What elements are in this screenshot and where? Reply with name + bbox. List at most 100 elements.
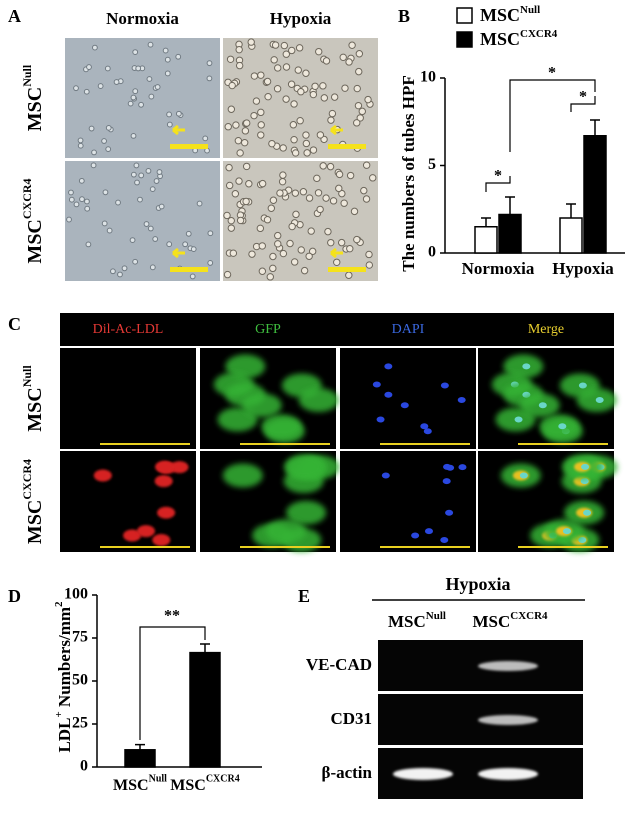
row-label: MSCCXCR4	[20, 178, 46, 263]
row-label: MSCNull	[20, 365, 46, 432]
ldl-stain	[152, 534, 171, 547]
bar	[498, 213, 522, 254]
cell	[258, 267, 267, 275]
cell	[206, 60, 213, 67]
bar	[559, 217, 583, 254]
cell	[309, 90, 318, 99]
error-bar	[135, 743, 145, 750]
cell	[353, 235, 361, 244]
legend-swatch	[456, 7, 473, 24]
cell	[117, 271, 123, 278]
cell	[269, 196, 278, 204]
cell	[143, 221, 150, 227]
cell	[263, 216, 272, 224]
y-tick-label: 5	[428, 156, 436, 173]
column-header: MSCNull	[388, 610, 446, 631]
bar	[189, 651, 221, 768]
cell	[206, 75, 213, 82]
nucleus	[440, 382, 449, 389]
cell	[311, 82, 319, 90]
cell	[290, 135, 298, 144]
cell	[314, 189, 323, 197]
cell	[286, 239, 294, 248]
cell	[290, 100, 298, 108]
nucleus	[381, 472, 390, 479]
nucleus	[538, 402, 547, 409]
cell	[78, 177, 85, 184]
cell	[84, 198, 90, 205]
cell	[234, 136, 243, 145]
cell	[279, 171, 287, 179]
cell	[162, 47, 169, 54]
text-part: LDL	[55, 718, 74, 753]
ldl-stain	[155, 460, 174, 473]
micrograph	[65, 161, 220, 281]
cell	[302, 139, 311, 148]
cell	[271, 41, 280, 49]
cell	[90, 162, 97, 169]
cell	[232, 121, 240, 129]
text-part: MSC	[24, 87, 46, 131]
cell	[341, 84, 349, 92]
cell	[115, 199, 121, 206]
text-part: MSC	[24, 387, 46, 431]
cell	[227, 216, 235, 225]
cell	[305, 252, 313, 260]
gfp-cell	[225, 354, 266, 379]
cell	[289, 121, 298, 129]
cell	[302, 131, 310, 139]
ldl-stain	[123, 529, 142, 542]
panel-label: B	[398, 6, 410, 26]
cell	[101, 138, 107, 144]
cell	[274, 240, 282, 248]
y-axis-label: LDL+ Numbers/mm2	[53, 601, 74, 753]
cells	[500, 454, 618, 553]
superscript: CXCR4	[20, 178, 34, 219]
cell	[154, 84, 161, 90]
cell	[326, 162, 335, 171]
column-header: MSCCXCR4	[472, 610, 548, 631]
cell	[164, 56, 171, 63]
cell	[316, 205, 324, 214]
arrow	[172, 247, 185, 259]
nucleus	[384, 391, 393, 398]
cell	[348, 41, 356, 49]
cell	[68, 189, 74, 196]
gfp-cell	[286, 500, 327, 525]
cell	[269, 252, 277, 261]
cell	[358, 107, 366, 116]
cell	[346, 171, 355, 180]
scale-bar	[518, 443, 608, 445]
cells	[372, 363, 466, 435]
nucleus	[583, 509, 592, 516]
cell	[88, 125, 95, 132]
cell	[276, 189, 284, 197]
cell	[282, 63, 291, 71]
nucleus	[423, 428, 432, 435]
nucleus	[514, 416, 523, 423]
cell	[322, 57, 331, 65]
cell	[355, 67, 363, 76]
scale-bar	[240, 546, 330, 548]
cell	[266, 273, 274, 281]
nucleus	[420, 423, 429, 430]
cell	[166, 241, 173, 248]
cell	[269, 264, 277, 273]
cell	[303, 149, 311, 157]
cell	[256, 224, 265, 233]
cell	[92, 44, 98, 51]
cell	[345, 58, 353, 66]
scale-bar	[170, 144, 208, 149]
header-bar	[60, 313, 614, 346]
cell	[243, 119, 251, 127]
superscript: Null	[20, 64, 34, 87]
cell	[291, 189, 300, 197]
superscript: Null	[20, 365, 34, 388]
cell	[369, 174, 377, 182]
significance-bracket	[485, 176, 511, 192]
cell	[340, 199, 348, 207]
cell	[152, 236, 159, 242]
significance-bracket	[570, 96, 596, 112]
micrograph	[65, 38, 220, 158]
cell	[264, 92, 272, 101]
